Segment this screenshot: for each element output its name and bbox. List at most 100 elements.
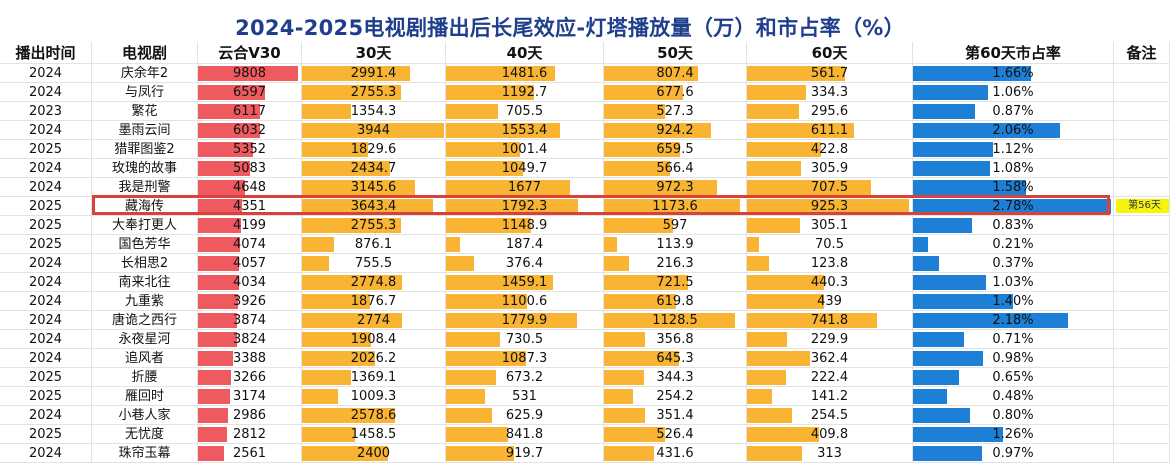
d50-cell: 924.2 bbox=[604, 121, 747, 140]
d60-cell: 362.4 bbox=[747, 349, 913, 368]
year-cell: 2025 bbox=[0, 140, 92, 159]
yunhe-bar bbox=[198, 66, 298, 81]
d50-bar bbox=[604, 218, 674, 233]
share-bar bbox=[913, 294, 1013, 309]
d40-value: 1087.3 bbox=[501, 351, 548, 366]
note-cell bbox=[1114, 102, 1170, 121]
d30-value: 2755.3 bbox=[350, 85, 397, 100]
d60-bar bbox=[747, 427, 819, 442]
share-value: 0.21% bbox=[992, 237, 1034, 252]
d60-cell: 611.1 bbox=[747, 121, 913, 140]
d40-bar bbox=[446, 180, 570, 195]
d50-cell: 645.3 bbox=[604, 349, 747, 368]
yunhe-cell: 4074 bbox=[198, 235, 302, 254]
d50-value: 597 bbox=[662, 218, 688, 233]
d50-value: 1128.5 bbox=[652, 313, 698, 328]
d30-value: 2774 bbox=[356, 313, 391, 328]
d30-bar bbox=[302, 123, 444, 138]
yunhe-bar bbox=[198, 180, 246, 195]
d30-cell: 2991.4 bbox=[302, 64, 446, 83]
share-bar bbox=[913, 446, 983, 461]
yunhe-bar bbox=[198, 313, 238, 328]
d50-bar bbox=[604, 199, 740, 214]
d30-value: 3944 bbox=[356, 123, 391, 138]
d40-bar bbox=[446, 104, 498, 119]
share-cell: 0.71% bbox=[913, 330, 1114, 349]
d40-cell: 1677 bbox=[446, 178, 604, 197]
d50-cell: 721.5 bbox=[604, 273, 747, 292]
d30-value: 2026.2 bbox=[350, 351, 397, 366]
table-row: 2024 九重紫 3926 1876.7 1100.6 619.8 439 1.40% bbox=[0, 292, 1170, 311]
d30-bar bbox=[302, 237, 334, 252]
d50-bar bbox=[604, 256, 630, 271]
d50-value: 216.3 bbox=[656, 256, 694, 271]
d50-value: 527.3 bbox=[656, 104, 694, 119]
yunhe-value: 3874 bbox=[232, 313, 267, 328]
yunhe-value: 3926 bbox=[232, 294, 267, 309]
yunhe-cell: 3266 bbox=[198, 368, 302, 387]
d30-bar bbox=[302, 427, 355, 442]
yunhe-value: 4034 bbox=[232, 275, 267, 290]
chart-title: 2024-2025电视剧播出后长尾效应-灯塔播放量（万）和市占率（%） bbox=[235, 16, 905, 40]
d50-bar bbox=[604, 237, 618, 252]
d30-cell: 1458.5 bbox=[302, 425, 446, 444]
d30-cell: 1829.6 bbox=[302, 140, 446, 159]
d40-cell: 730.5 bbox=[446, 330, 604, 349]
yunhe-value: 4351 bbox=[232, 199, 267, 214]
share-cell: 2.06% bbox=[913, 121, 1114, 140]
d40-cell: 1001.4 bbox=[446, 140, 604, 159]
d60-cell: 295.6 bbox=[747, 102, 913, 121]
share-bar bbox=[913, 427, 1003, 442]
d30-bar bbox=[302, 142, 368, 157]
d60-cell: 707.5 bbox=[747, 178, 913, 197]
d40-cell: 705.5 bbox=[446, 102, 604, 121]
yunhe-value: 3824 bbox=[232, 332, 267, 347]
d30-cell: 2774.8 bbox=[302, 273, 446, 292]
drama-name-cell: 九重紫 bbox=[92, 292, 198, 311]
d50-bar bbox=[604, 275, 688, 290]
table-row: 2025 藏海传 4351 3643.4 1792.3 1173.6 925.3 2.78% 第… bbox=[0, 197, 1170, 216]
d40-value: 1481.6 bbox=[501, 66, 548, 81]
d40-value: 673.2 bbox=[505, 370, 544, 385]
d60-cell: 123.8 bbox=[747, 254, 913, 273]
d30-cell: 1009.3 bbox=[302, 387, 446, 406]
d30-cell: 1369.1 bbox=[302, 368, 446, 387]
d60-value: 141.2 bbox=[810, 389, 849, 404]
table-row: 2025 大奉打更人 4199 2755.3 1148.9 597 305.1 0.83% bbox=[0, 216, 1170, 235]
note-cell bbox=[1114, 349, 1170, 368]
d60-value: 611.1 bbox=[810, 123, 849, 138]
column-header: 电视剧 bbox=[92, 42, 198, 64]
d40-value: 1049.7 bbox=[501, 161, 548, 176]
yunhe-bar bbox=[198, 104, 261, 119]
d40-cell: 1192.7 bbox=[446, 83, 604, 102]
share-value: 0.48% bbox=[992, 389, 1034, 404]
table-row: 2024 长相思2 4057 755.5 376.4 216.3 123.8 0.37% bbox=[0, 254, 1170, 273]
yunhe-bar bbox=[198, 218, 241, 233]
yunhe-cell: 6032 bbox=[198, 121, 302, 140]
note-cell bbox=[1114, 368, 1170, 387]
share-bar bbox=[913, 85, 989, 100]
d50-value: 721.5 bbox=[656, 275, 694, 290]
yunhe-bar bbox=[198, 199, 243, 214]
d50-bar bbox=[604, 389, 634, 404]
d30-bar bbox=[302, 332, 371, 347]
table-row: 2025 雁回时 3174 1009.3 531 254.2 141.2 0.48% bbox=[0, 387, 1170, 406]
yunhe-value: 5083 bbox=[232, 161, 267, 176]
d30-value: 1354.3 bbox=[350, 104, 397, 119]
d30-bar bbox=[302, 351, 375, 366]
drama-name-cell: 庆余年2 bbox=[92, 64, 198, 83]
table-row: 2024 小巷人家 2986 2578.6 625.9 351.4 254.5 0.80% bbox=[0, 406, 1170, 425]
d30-value: 755.5 bbox=[354, 256, 393, 271]
year-cell: 2024 bbox=[0, 64, 92, 83]
yunhe-value: 9808 bbox=[232, 66, 267, 81]
d50-cell: 1128.5 bbox=[604, 311, 747, 330]
yunhe-cell: 5083 bbox=[198, 159, 302, 178]
d50-value: 526.4 bbox=[656, 427, 694, 442]
note-cell bbox=[1114, 159, 1170, 178]
share-bar bbox=[913, 237, 928, 252]
note-cell bbox=[1114, 444, 1170, 463]
table-row: 2024 永夜星河 3824 1908.4 730.5 356.8 229.9 0.71% bbox=[0, 330, 1170, 349]
d40-bar bbox=[446, 427, 508, 442]
drama-name-cell: 猎罪图鉴2 bbox=[92, 140, 198, 159]
yunhe-value: 3174 bbox=[232, 389, 267, 404]
